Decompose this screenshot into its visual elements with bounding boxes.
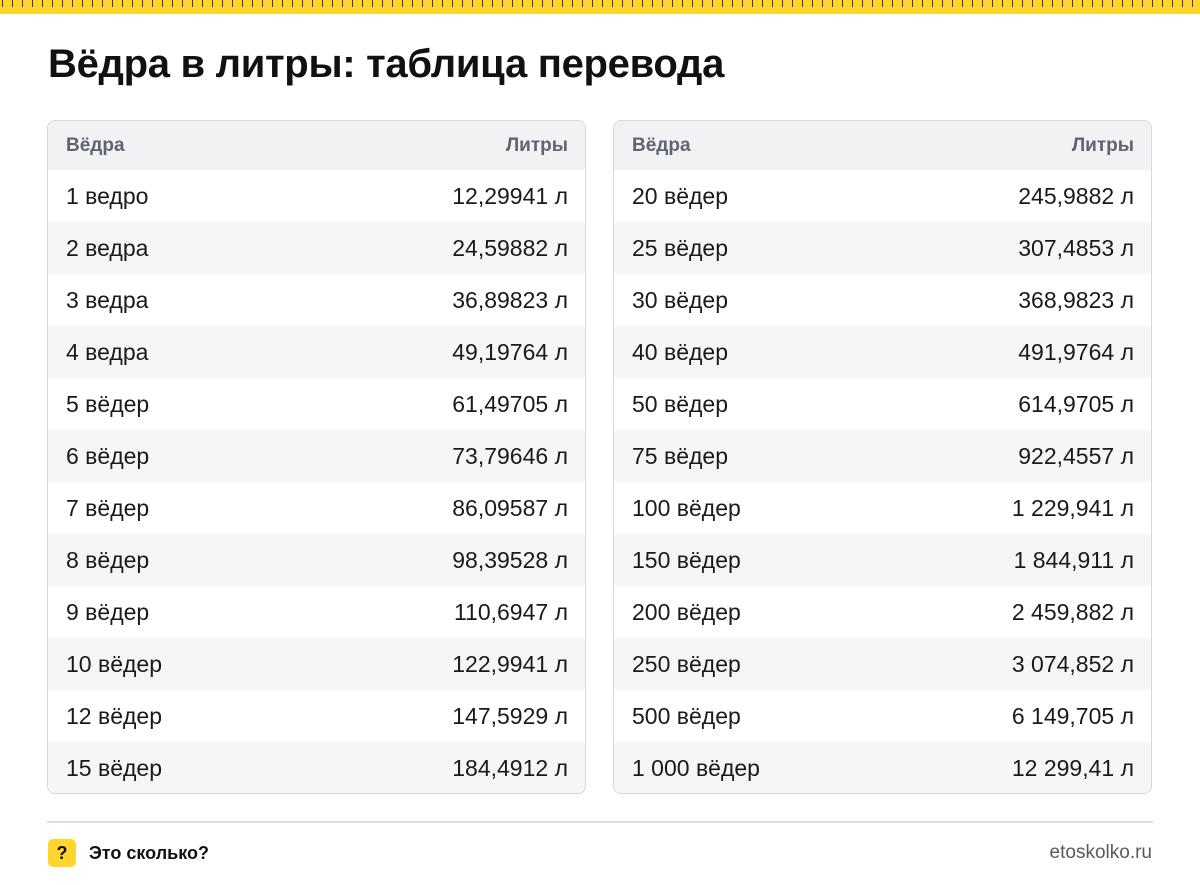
- bucket-amount: 6 вёдер: [66, 442, 150, 469]
- bucket-amount: 500 вёдер: [632, 702, 741, 729]
- table-row: 7 вёдер 86,09587 л: [48, 482, 585, 534]
- column-header-liters: Литры: [505, 134, 568, 156]
- column-header-buckets: Вёдра: [632, 134, 691, 156]
- liters-value: 98,39528 л: [452, 546, 568, 573]
- bucket-amount: 4 ведра: [66, 338, 149, 365]
- bucket-amount: 9 вёдер: [66, 598, 150, 625]
- liters-value: 3 074,852 л: [1011, 650, 1134, 677]
- liters-value: 86,09587 л: [452, 494, 568, 521]
- table-row: 9 вёдер 110,6947 л: [48, 586, 585, 638]
- table-row: 150 вёдер 1 844,911 л: [614, 534, 1151, 586]
- bucket-amount: 8 вёдер: [66, 546, 150, 573]
- table-row: 50 вёдер 614,9705 л: [614, 378, 1151, 430]
- liters-value: 6 149,705 л: [1011, 702, 1134, 729]
- table-row: 250 вёдер 3 074,852 л: [614, 638, 1151, 690]
- liters-value: 49,19764 л: [452, 338, 568, 365]
- table-row: 30 вёдер 368,9823 л: [614, 274, 1151, 326]
- bucket-amount: 15 вёдер: [66, 754, 162, 781]
- table-row: 1 000 вёдер 12 299,41 л: [614, 742, 1151, 793]
- ruler-decoration: [0, 0, 1200, 14]
- liters-value: 491,9764 л: [1018, 338, 1134, 365]
- liters-value: 122,9941 л: [452, 650, 568, 677]
- conversion-table-1: Вёдра Литры 1 ведро 12,29941 л 2 ведра 24,…: [47, 120, 586, 794]
- liters-value: 614,9705 л: [1018, 390, 1134, 417]
- table-header: Вёдра Литры: [48, 121, 585, 170]
- bucket-amount: 20 вёдер: [632, 182, 728, 209]
- table-row: 15 вёдер 184,4912 л: [48, 742, 585, 793]
- table-row: 12 вёдер 147,5929 л: [48, 690, 585, 742]
- bucket-amount: 25 вёдер: [632, 234, 728, 261]
- column-header-buckets: Вёдра: [66, 134, 125, 156]
- table-row: 25 вёдер 307,4853 л: [614, 222, 1151, 274]
- bucket-amount: 5 вёдер: [66, 390, 150, 417]
- table-row: 3 ведра 36,89823 л: [48, 274, 585, 326]
- liters-value: 61,49705 л: [452, 390, 568, 417]
- table-row: 20 вёдер 245,9882 л: [614, 170, 1151, 222]
- bucket-amount: 2 ведра: [66, 234, 149, 261]
- footer-brand[interactable]: ? Это сколько?: [48, 839, 209, 867]
- conversion-table-2: Вёдра Литры 20 вёдер 245,9882 л 25 вёдер 3…: [613, 120, 1152, 794]
- bucket-amount: 3 ведра: [66, 286, 149, 313]
- bucket-amount: 1 ведро: [66, 182, 149, 209]
- table-row: 4 ведра 49,19764 л: [48, 326, 585, 378]
- bucket-amount: 100 вёдер: [632, 494, 741, 521]
- table-row: 75 вёдер 922,4557 л: [614, 430, 1151, 482]
- liters-value: 368,9823 л: [1018, 286, 1134, 313]
- brand-name: Это сколько?: [89, 842, 209, 863]
- bucket-amount: 7 вёдер: [66, 494, 150, 521]
- bucket-amount: 200 вёдер: [632, 598, 741, 625]
- bucket-amount: 250 вёдер: [632, 650, 741, 677]
- liters-value: 245,9882 л: [1018, 182, 1134, 209]
- liters-value: 12 299,41 л: [1011, 754, 1134, 781]
- liters-value: 1 229,941 л: [1011, 494, 1134, 521]
- liters-value: 36,89823 л: [452, 286, 568, 313]
- bucket-amount: 75 вёдер: [632, 442, 728, 469]
- bucket-amount: 30 вёдер: [632, 286, 728, 313]
- liters-value: 147,5929 л: [452, 702, 568, 729]
- table-row: 500 вёдер 6 149,705 л: [614, 690, 1151, 742]
- footer-divider: [47, 821, 1153, 823]
- liters-value: 2 459,882 л: [1011, 598, 1134, 625]
- liters-value: 1 844,911 л: [1013, 546, 1134, 573]
- page-title: Вёдра в литры: таблица перевода: [48, 42, 725, 86]
- question-mark-icon: ?: [48, 839, 76, 867]
- bucket-amount: 12 вёдер: [66, 702, 162, 729]
- liters-value: 73,79646 л: [452, 442, 568, 469]
- bucket-amount: 150 вёдер: [632, 546, 741, 573]
- bucket-amount: 40 вёдер: [632, 338, 728, 365]
- bucket-amount: 10 вёдер: [66, 650, 162, 677]
- bucket-amount: 50 вёдер: [632, 390, 728, 417]
- site-link[interactable]: etoskolko.ru: [1049, 842, 1152, 863]
- table-row: 200 вёдер 2 459,882 л: [614, 586, 1151, 638]
- table-row: 6 вёдер 73,79646 л: [48, 430, 585, 482]
- table-row: 40 вёдер 491,9764 л: [614, 326, 1151, 378]
- liters-value: 24,59882 л: [452, 234, 568, 261]
- liters-value: 307,4853 л: [1018, 234, 1134, 261]
- liters-value: 12,29941 л: [452, 182, 568, 209]
- table-row: 8 вёдер 98,39528 л: [48, 534, 585, 586]
- table-row: 5 вёдер 61,49705 л: [48, 378, 585, 430]
- liters-value: 110,6947 л: [453, 598, 568, 625]
- table-header: Вёдра Литры: [614, 121, 1151, 170]
- bucket-amount: 1 000 вёдер: [632, 754, 760, 781]
- table-row: 1 ведро 12,29941 л: [48, 170, 585, 222]
- table-row: 100 вёдер 1 229,941 л: [614, 482, 1151, 534]
- table-row: 10 вёдер 122,9941 л: [48, 638, 585, 690]
- liters-value: 922,4557 л: [1018, 442, 1134, 469]
- table-row: 2 ведра 24,59882 л: [48, 222, 585, 274]
- column-header-liters: Литры: [1071, 134, 1134, 156]
- liters-value: 184,4912 л: [452, 754, 568, 781]
